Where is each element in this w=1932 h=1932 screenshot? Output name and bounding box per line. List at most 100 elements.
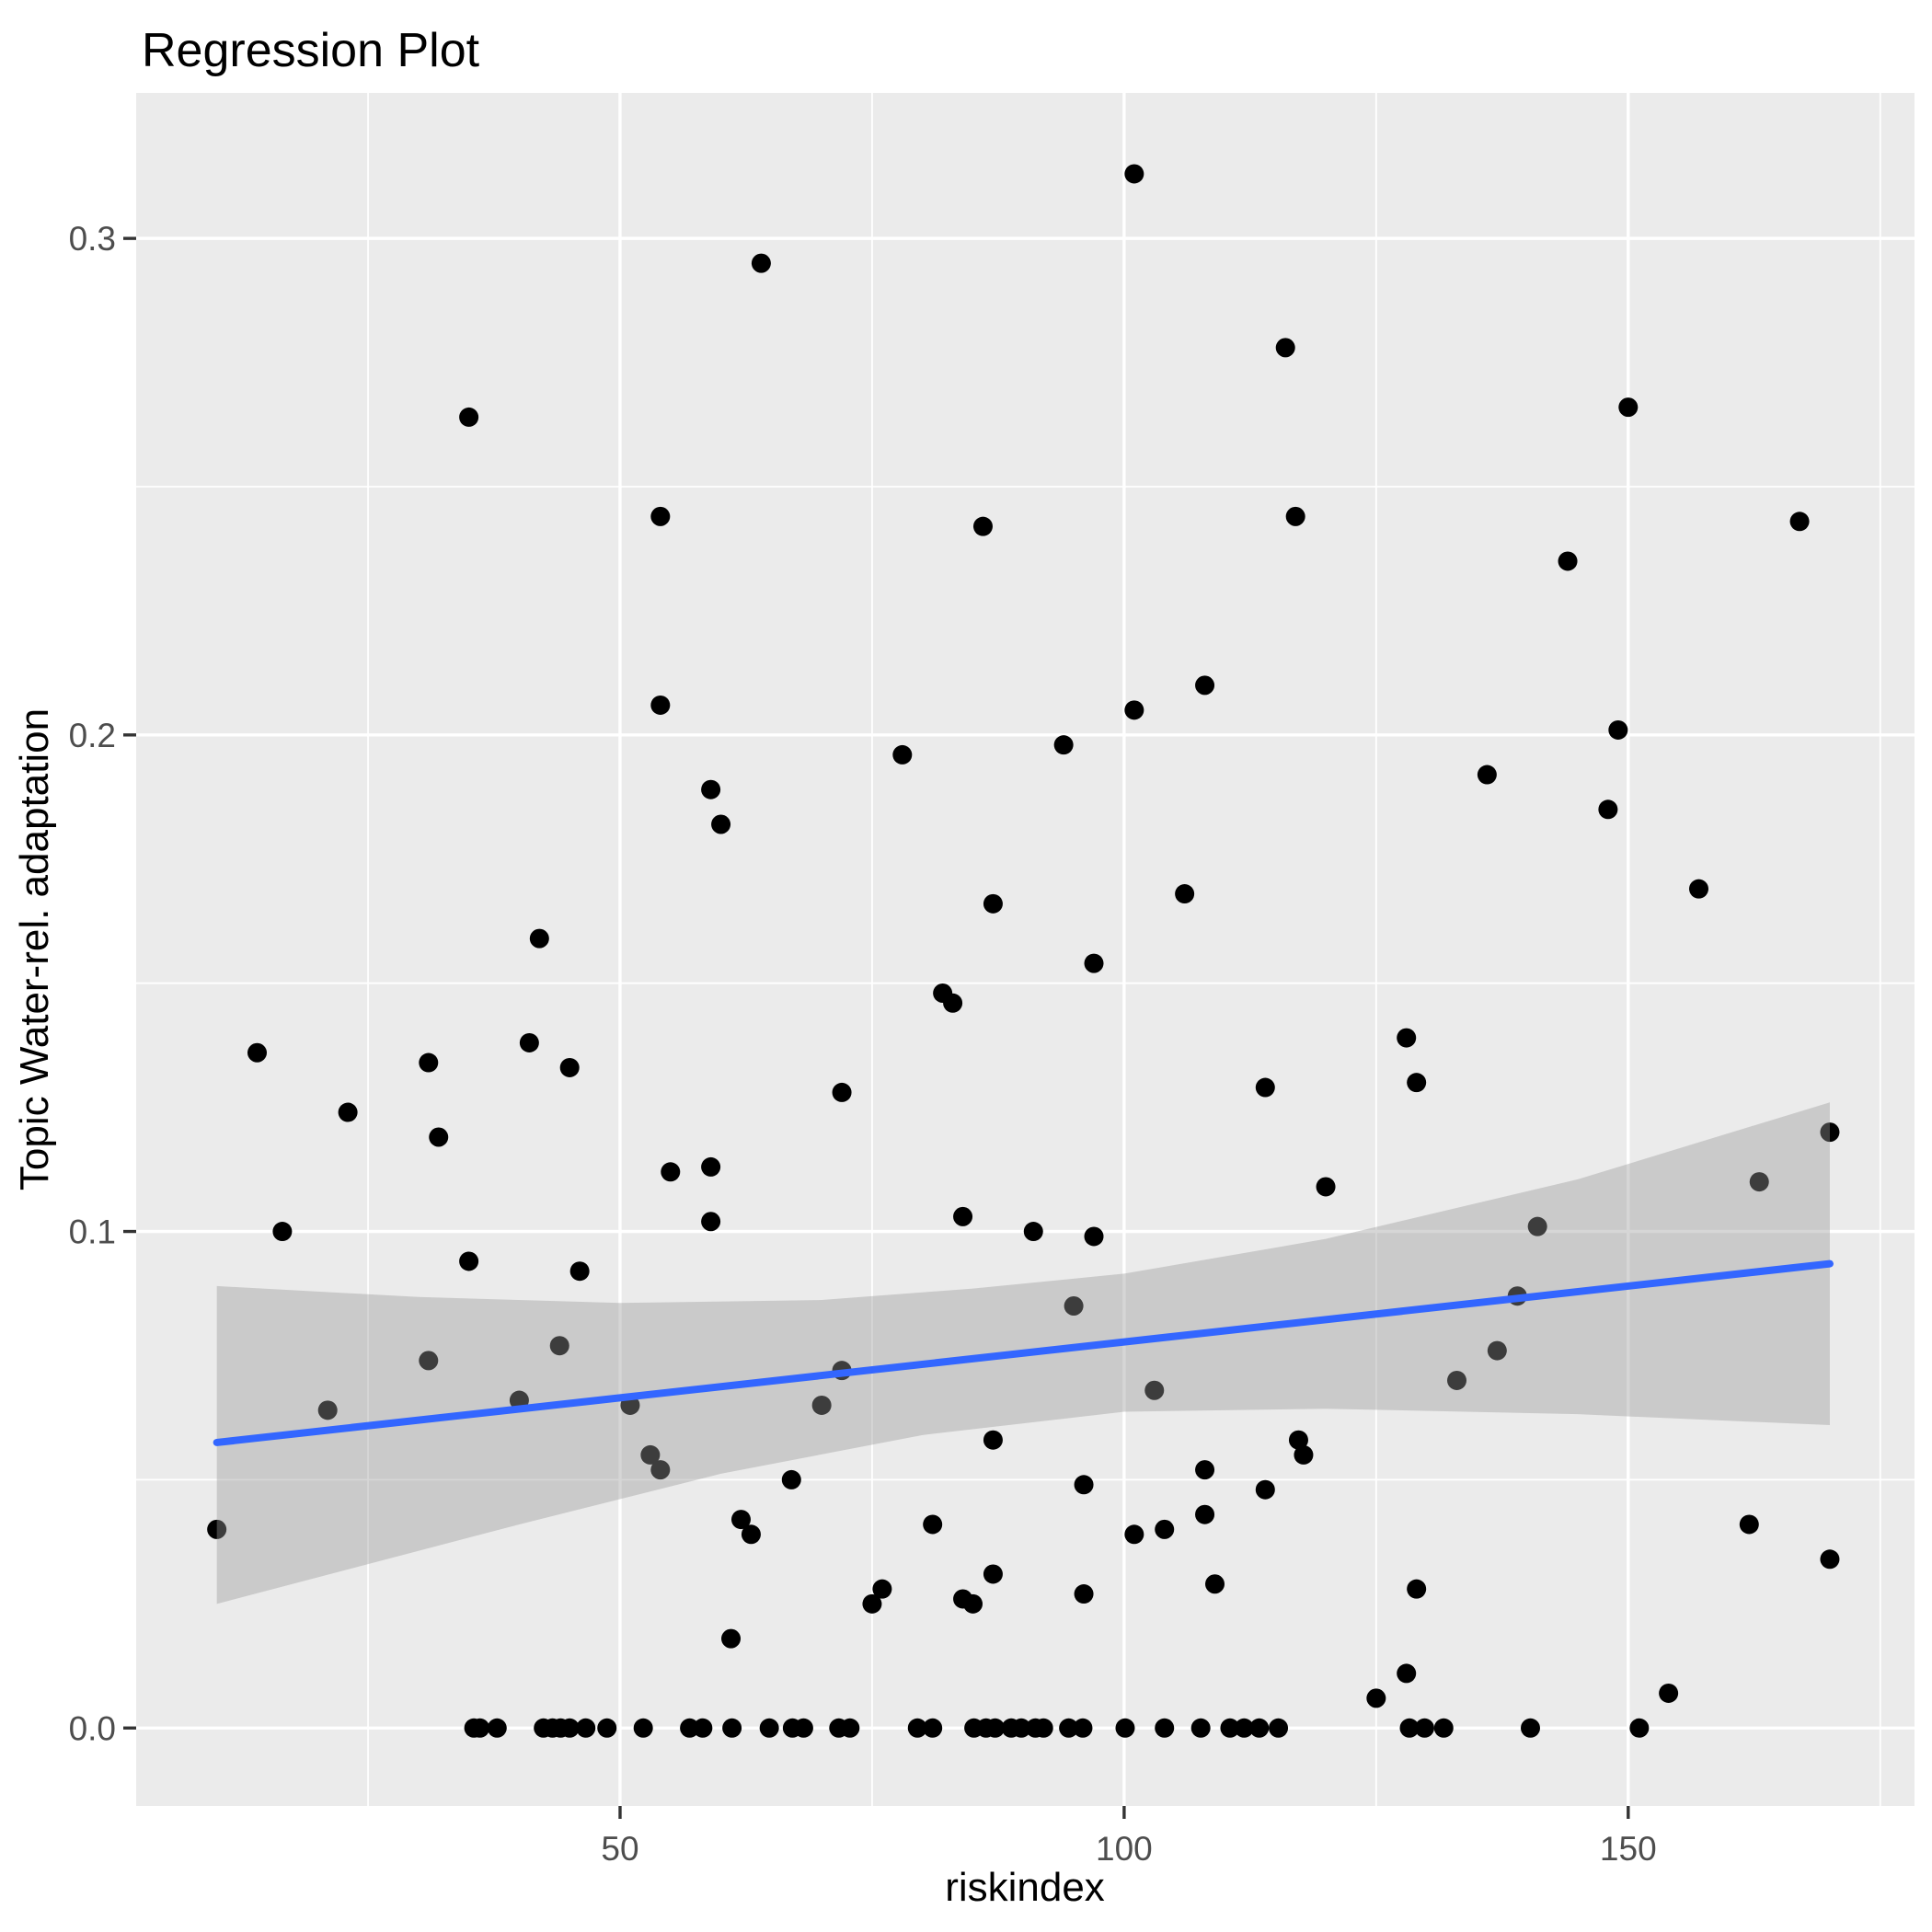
data-point (1084, 953, 1104, 973)
data-point (1285, 506, 1305, 526)
data-point (972, 516, 993, 536)
data-point (793, 1718, 813, 1738)
data-point (1487, 1340, 1507, 1361)
data-point (1820, 1122, 1840, 1143)
data-point (1629, 1718, 1650, 1738)
data-point (1608, 719, 1628, 740)
data-point (1155, 1519, 1175, 1539)
data-point (633, 1718, 653, 1738)
data-point (597, 1718, 617, 1738)
scatter-points (207, 164, 1840, 1738)
data-point (1195, 1460, 1215, 1480)
axis-tick-marks (123, 236, 1630, 1819)
data-point (1366, 1688, 1386, 1708)
data-point (923, 1718, 943, 1738)
data-point (730, 1510, 751, 1530)
data-point (1220, 1718, 1240, 1738)
data-point (1688, 879, 1708, 899)
data-point (892, 744, 913, 765)
data-point (1789, 512, 1810, 532)
regression-line (213, 1259, 1834, 1446)
data-point (1074, 1584, 1094, 1604)
y-axis-title: Topic Water-rel. adaptation (12, 708, 57, 1190)
data-point (811, 1395, 832, 1415)
data-point (1275, 338, 1295, 358)
data-point (1195, 675, 1215, 696)
data-point (1144, 1380, 1165, 1400)
data-point (1195, 1504, 1215, 1524)
plot-panel (136, 93, 1915, 1806)
data-point (923, 1514, 943, 1535)
data-point (963, 1593, 983, 1614)
data-point (470, 1718, 490, 1738)
data-point (272, 1222, 293, 1242)
data-point (1294, 1444, 1314, 1465)
data-point (519, 1032, 539, 1052)
data-point (1255, 1479, 1275, 1500)
data-point (1269, 1718, 1289, 1738)
data-point (529, 928, 549, 949)
data-point (1115, 1718, 1135, 1738)
data-point (1059, 1718, 1079, 1738)
data-point (1399, 1718, 1420, 1738)
plot-title: Regression Plot (142, 24, 480, 77)
data-point (1397, 1663, 1417, 1684)
data-point (1255, 1077, 1275, 1098)
y-tick-label: 0.3 (69, 220, 116, 258)
data-point (721, 1628, 742, 1649)
x-tick-label: 50 (601, 1830, 638, 1868)
data-point (1433, 1718, 1454, 1738)
data-point (1064, 1296, 1084, 1317)
data-point (247, 1042, 267, 1063)
data-point (661, 1162, 681, 1182)
data-point (862, 1593, 882, 1614)
data-point (1011, 1718, 1031, 1738)
data-point (1205, 1574, 1225, 1594)
data-point (1618, 397, 1639, 418)
data-point (1558, 551, 1578, 571)
data-point (781, 1469, 801, 1489)
data-point (1023, 1222, 1043, 1242)
data-point (759, 1718, 779, 1738)
data-point (722, 1718, 742, 1738)
data-point (985, 1718, 1006, 1738)
data-point (1073, 1718, 1093, 1738)
data-point (650, 695, 671, 715)
data-point (1316, 1177, 1336, 1197)
axis-tick-labels: 50 100 150 0.0 0.1 0.2 0.3 (69, 220, 1657, 1868)
data-point (1190, 1718, 1211, 1738)
data-point (1249, 1718, 1270, 1738)
data-point (701, 1212, 721, 1232)
data-point (1234, 1718, 1254, 1738)
data-point (1749, 1172, 1769, 1192)
data-point (741, 1524, 761, 1545)
data-point (1124, 700, 1144, 720)
x-tick-label: 100 (1096, 1830, 1153, 1868)
data-point (338, 1102, 358, 1122)
data-point (459, 407, 479, 427)
data-point (1820, 1549, 1840, 1570)
data-point (1084, 1226, 1104, 1247)
data-point (1407, 1579, 1427, 1599)
data-point (693, 1718, 713, 1738)
data-point (419, 1351, 439, 1371)
data-point (1447, 1370, 1467, 1390)
data-point (1124, 1524, 1144, 1545)
y-tick-label: 0.2 (69, 717, 116, 754)
data-point (953, 1206, 973, 1226)
data-point (1053, 735, 1074, 755)
data-point (419, 1052, 439, 1073)
data-point (569, 1261, 590, 1282)
data-point (943, 993, 963, 1013)
data-point (576, 1718, 596, 1738)
data-point (559, 1718, 580, 1738)
data-point (1527, 1216, 1547, 1236)
x-axis-title: riskindex (945, 1865, 1105, 1910)
data-point (840, 1718, 860, 1738)
data-point (1659, 1683, 1679, 1703)
y-tick-label: 0.1 (69, 1213, 116, 1251)
data-point (459, 1251, 479, 1271)
data-point (1520, 1718, 1540, 1738)
